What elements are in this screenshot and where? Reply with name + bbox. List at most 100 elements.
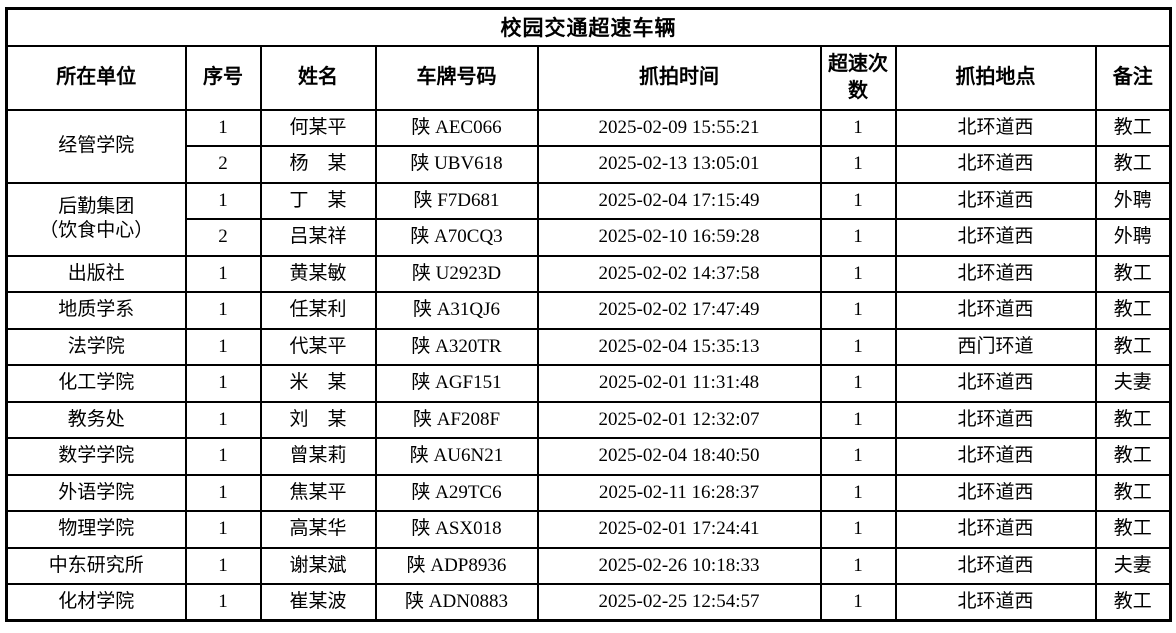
remark-cell: 夫妻 <box>1094 364 1172 403</box>
unit-cell: 中东研究所 <box>5 546 187 585</box>
seq-cell: 1 <box>184 473 262 512</box>
time-cell: 2025-02-02 14:37:58 <box>536 254 822 293</box>
seq-cell: 1 <box>184 546 262 585</box>
count-cell: 1 <box>819 546 897 585</box>
count-cell: 1 <box>819 583 897 622</box>
count-cell: 1 <box>819 108 897 147</box>
remark-cell: 外聘 <box>1094 218 1172 257</box>
unit-cell: 法学院 <box>5 327 187 366</box>
remark-cell: 教工 <box>1094 254 1172 293</box>
table-row: 外语学院 1 焦某平陕 A29TC6 2025-02-11 16:28:37 1 北环道西… <box>5 473 1172 512</box>
location-cell: 北环道西 <box>894 218 1097 257</box>
location-cell: 北环道西 <box>894 291 1097 330</box>
col-header-location: 抓拍地点 <box>894 44 1097 111</box>
location-cell: 北环道西 <box>894 437 1097 476</box>
count-cell: 1 <box>819 291 897 330</box>
plate-cell: 陕 UBV618 <box>374 145 539 184</box>
time-cell: 2025-02-13 13:05:01 <box>536 145 822 184</box>
location-cell: 北环道西 <box>894 473 1097 512</box>
count-cell: 1 <box>819 218 897 257</box>
time-cell: 2025-02-01 11:31:48 <box>536 364 822 403</box>
seq-cell: 1 <box>184 364 262 403</box>
table-row: 地质学系 1 任某利陕 A31QJ6 2025-02-02 17:47:49 1 北环道西… <box>5 291 1172 330</box>
seq-cell: 1 <box>184 327 262 366</box>
name-cell: 焦某平 <box>259 473 377 512</box>
time-cell: 2025-02-11 16:28:37 <box>536 473 822 512</box>
unit-cell: 经管学院 <box>5 108 187 184</box>
name-cell: 丁 某 <box>259 181 377 220</box>
plate-cell: 陕 ADP8936 <box>374 546 539 585</box>
remark-cell: 教工 <box>1094 437 1172 476</box>
time-cell: 2025-02-25 12:54:57 <box>536 583 822 622</box>
count-cell: 1 <box>819 400 897 439</box>
location-cell: 北环道西 <box>894 108 1097 147</box>
location-cell: 北环道西 <box>894 181 1097 220</box>
plate-cell: 陕 A70CQ3 <box>374 218 539 257</box>
count-cell: 1 <box>819 364 897 403</box>
unit-cell: 化工学院 <box>5 364 187 403</box>
name-cell: 任某利 <box>259 291 377 330</box>
name-cell: 高某华 <box>259 510 377 549</box>
name-cell: 何某平 <box>259 108 377 147</box>
table-row: 教务处 1 刘 某陕 AF208F 2025-02-01 12:32:07 1 北环道西教… <box>5 400 1172 439</box>
col-header-plate: 车牌号码 <box>374 44 539 111</box>
time-cell: 2025-02-02 17:47:49 <box>536 291 822 330</box>
plate-cell: 陕 ADN0883 <box>374 583 539 622</box>
table-title-row: 校园交通超速车辆 <box>5 7 1172 47</box>
time-cell: 2025-02-04 18:40:50 <box>536 437 822 476</box>
seq-cell: 1 <box>184 181 262 220</box>
seq-cell: 1 <box>184 291 262 330</box>
col-header-time: 抓拍时间 <box>536 44 822 111</box>
unit-cell: 外语学院 <box>5 473 187 512</box>
speeding-vehicles-table: 校园交通超速车辆 所在单位 序号 姓名 车牌号码 抓拍时间 超速次数 抓拍地点 … <box>5 7 1172 622</box>
location-cell: 北环道西 <box>894 145 1097 184</box>
plate-cell: 陕 AU6N21 <box>374 437 539 476</box>
unit-cell: 地质学系 <box>5 291 187 330</box>
count-cell: 1 <box>819 181 897 220</box>
table-row: 化工学院 1 米 某陕 AGF151 2025-02-01 11:31:48 1 北环道西… <box>5 364 1172 403</box>
location-cell: 北环道西 <box>894 583 1097 622</box>
table-header-row: 所在单位 序号 姓名 车牌号码 抓拍时间 超速次数 抓拍地点 备注 <box>5 44 1172 111</box>
count-cell: 1 <box>819 145 897 184</box>
count-cell: 1 <box>819 437 897 476</box>
time-cell: 2025-02-09 15:55:21 <box>536 108 822 147</box>
time-cell: 2025-02-10 16:59:28 <box>536 218 822 257</box>
name-cell: 曾某莉 <box>259 437 377 476</box>
count-cell: 1 <box>819 473 897 512</box>
plate-cell: 陕 A320TR <box>374 327 539 366</box>
time-cell: 2025-02-04 15:35:13 <box>536 327 822 366</box>
col-header-remark: 备注 <box>1094 44 1172 111</box>
col-header-name: 姓名 <box>259 44 377 111</box>
count-cell: 1 <box>819 327 897 366</box>
plate-cell: 陕 AEC066 <box>374 108 539 147</box>
seq-cell: 1 <box>184 108 262 147</box>
col-header-seq: 序号 <box>184 44 262 111</box>
name-cell: 米 某 <box>259 364 377 403</box>
time-cell: 2025-02-04 17:15:49 <box>536 181 822 220</box>
unit-cell: 教务处 <box>5 400 187 439</box>
time-cell: 2025-02-26 10:18:33 <box>536 546 822 585</box>
name-cell: 刘 某 <box>259 400 377 439</box>
unit-cell: 物理学院 <box>5 510 187 549</box>
unit-cell: 化材学院 <box>5 583 187 622</box>
seq-cell: 2 <box>184 145 262 184</box>
remark-cell: 夫妻 <box>1094 546 1172 585</box>
name-cell: 吕某祥 <box>259 218 377 257</box>
plate-cell: 陕 AGF151 <box>374 364 539 403</box>
name-cell: 崔某波 <box>259 583 377 622</box>
unit-cell: 出版社 <box>5 254 187 293</box>
name-cell: 杨 某 <box>259 145 377 184</box>
table-row: 中东研究所 1 谢某斌陕 ADP8936 2025-02-26 10:18:33 1 北环… <box>5 546 1172 585</box>
col-header-count: 超速次数 <box>819 44 897 111</box>
name-cell: 黄某敏 <box>259 254 377 293</box>
remark-cell: 教工 <box>1094 583 1172 622</box>
plate-cell: 陕 A29TC6 <box>374 473 539 512</box>
col-header-unit: 所在单位 <box>5 44 187 111</box>
seq-cell: 1 <box>184 510 262 549</box>
remark-cell: 教工 <box>1094 108 1172 147</box>
remark-cell: 外聘 <box>1094 181 1172 220</box>
seq-cell: 2 <box>184 218 262 257</box>
unit-cell: 后勤集团 （饮食中心） <box>5 181 187 257</box>
